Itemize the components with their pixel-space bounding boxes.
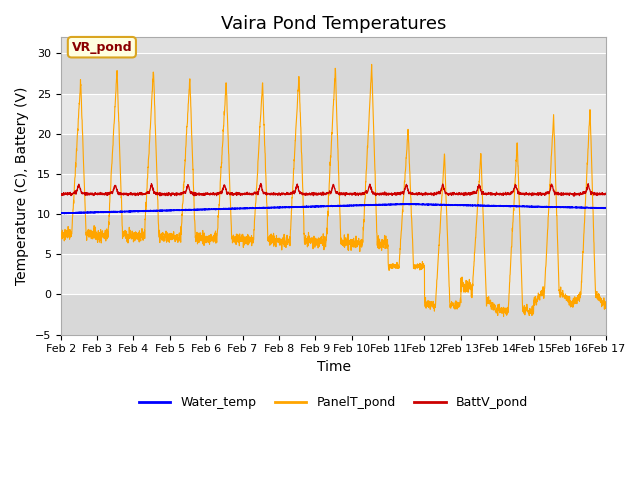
- X-axis label: Time: Time: [317, 360, 351, 374]
- Bar: [61, 294, 606, 335]
- Title: Vaira Pond Temperatures: Vaira Pond Temperatures: [221, 15, 446, 33]
- Bar: [61, 174, 606, 214]
- Text: VR_pond: VR_pond: [72, 41, 132, 54]
- Bar: [61, 53, 606, 94]
- Bar: [61, 134, 606, 174]
- Y-axis label: Temperature (C), Battery (V): Temperature (C), Battery (V): [15, 87, 29, 285]
- Legend: Water_temp, PanelT_pond, BattV_pond: Water_temp, PanelT_pond, BattV_pond: [134, 391, 533, 414]
- Bar: [61, 254, 606, 294]
- Bar: [61, 214, 606, 254]
- Bar: [61, 94, 606, 134]
